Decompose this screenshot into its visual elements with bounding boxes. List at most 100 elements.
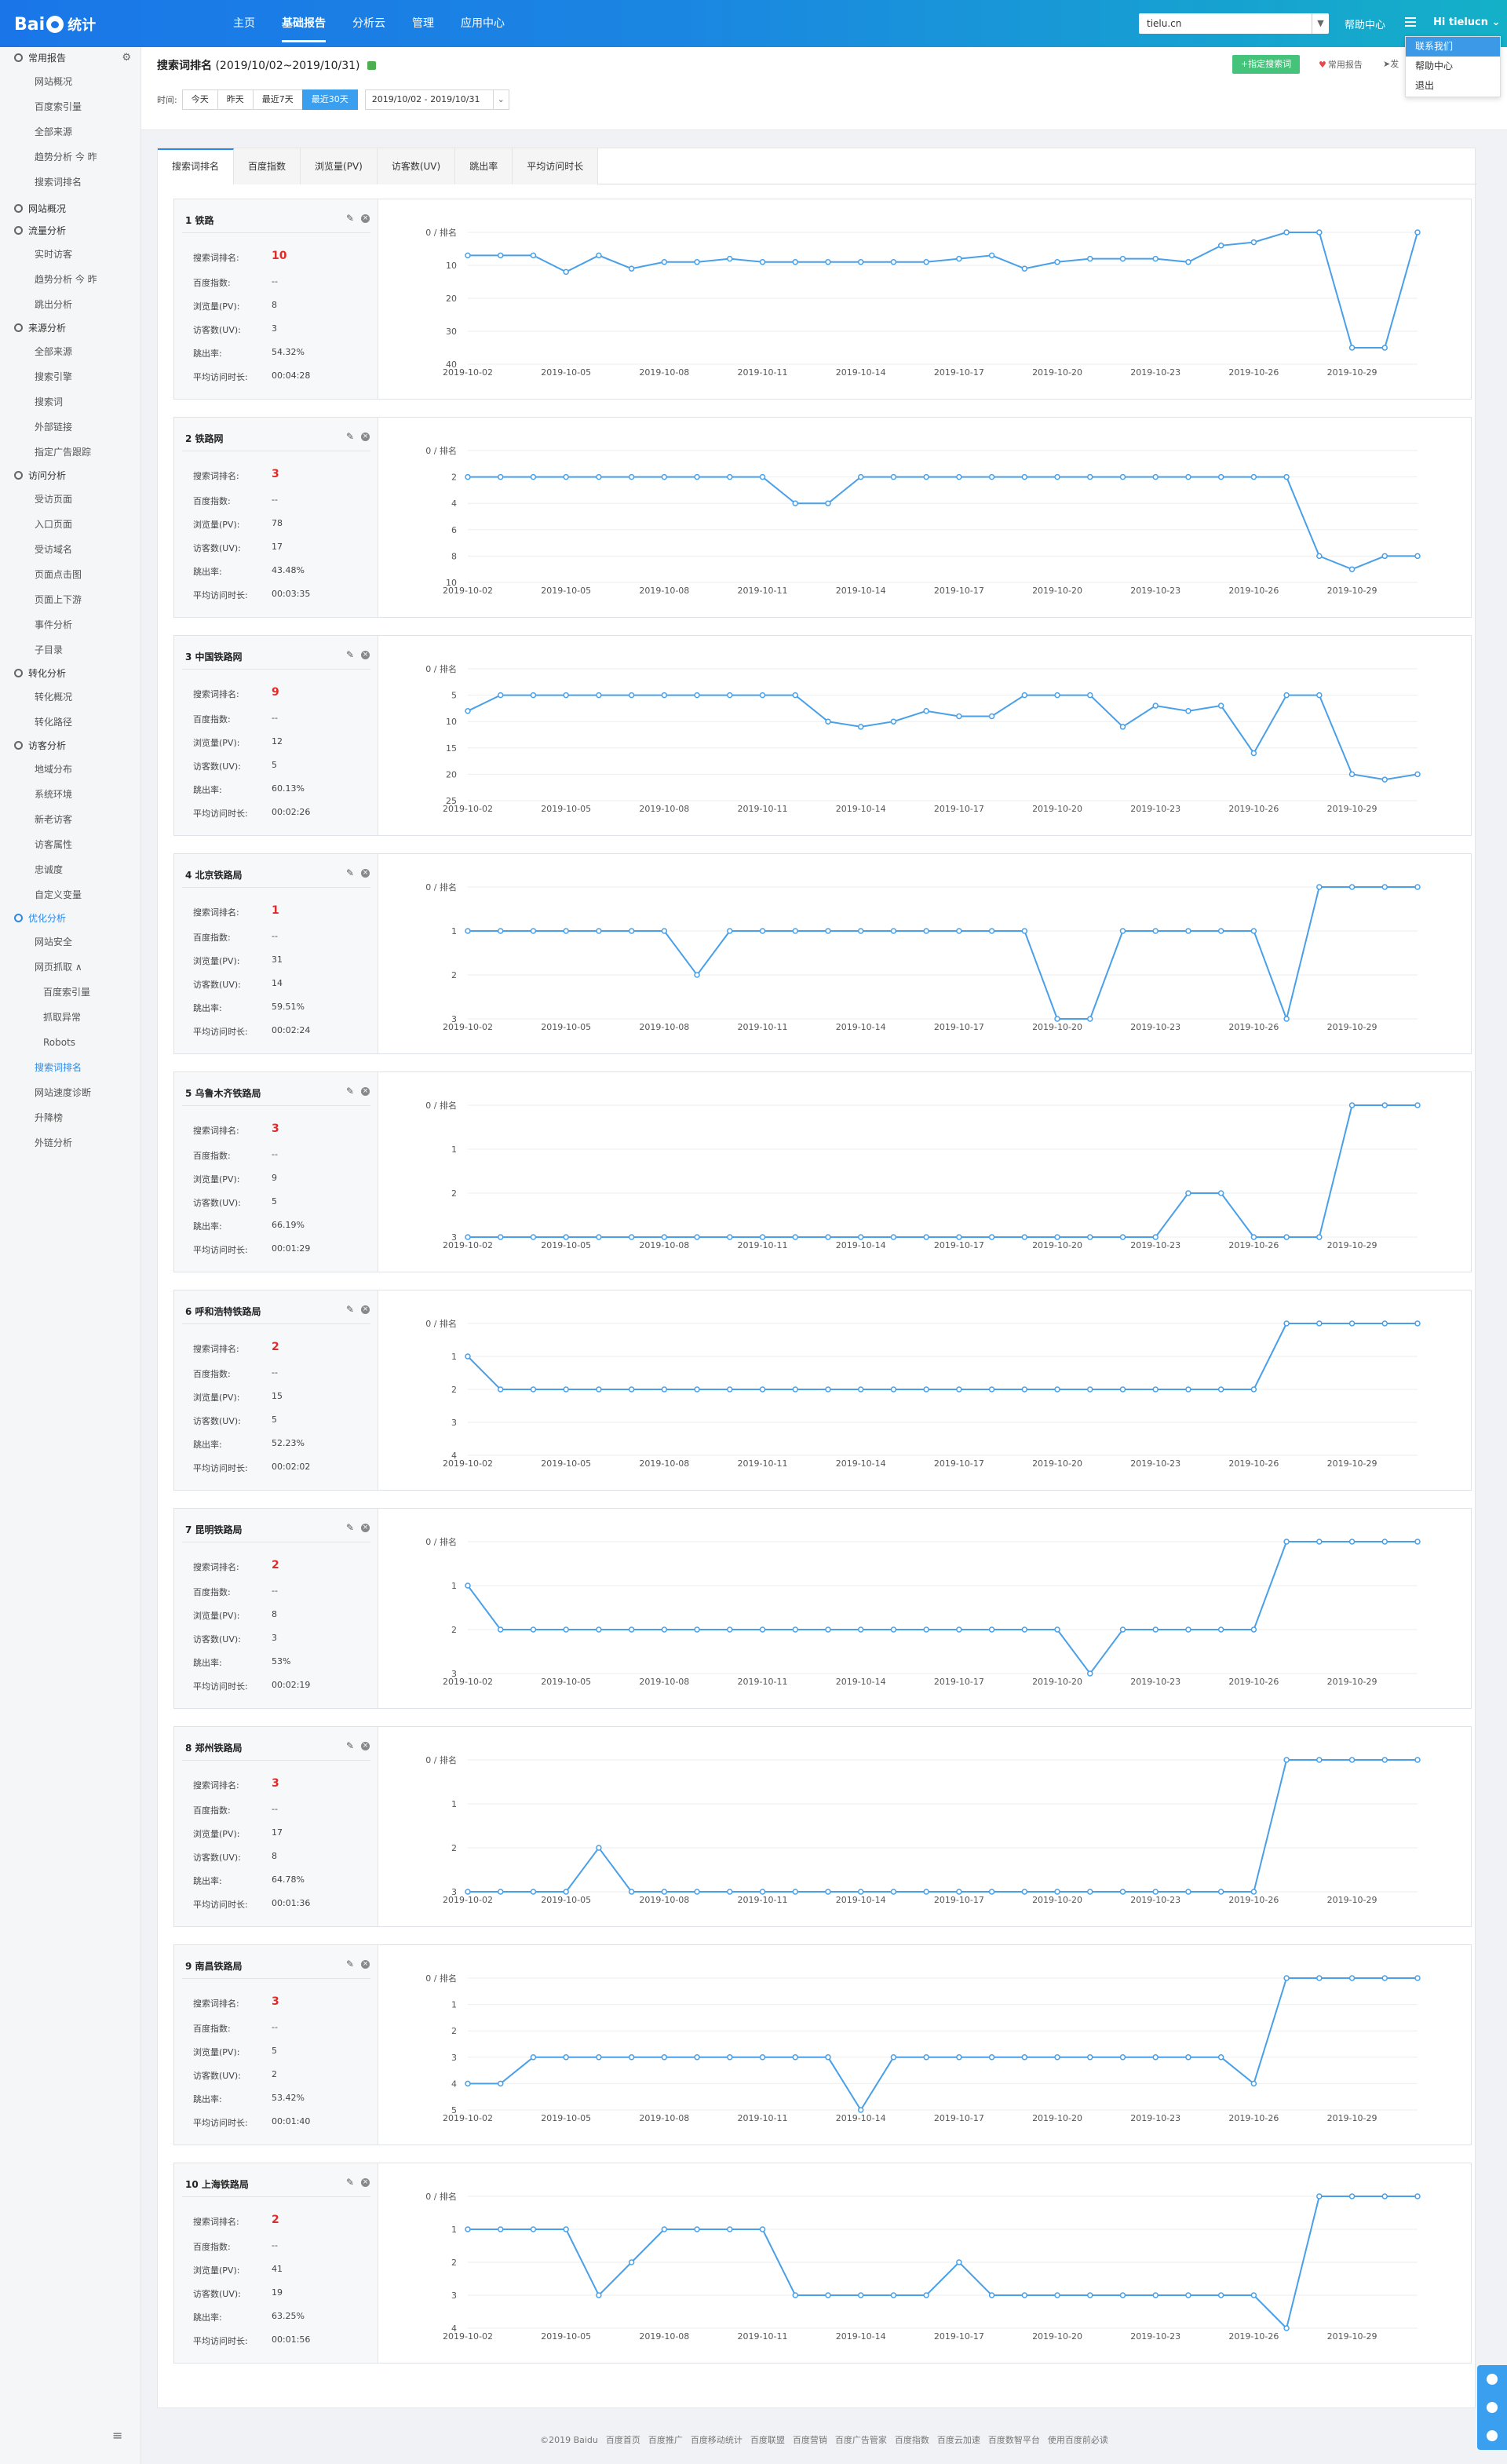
info-icon[interactable]	[367, 61, 376, 70]
close-icon[interactable]: ×	[361, 1087, 370, 1096]
edit-icon[interactable]: ✎	[346, 431, 355, 442]
edit-icon[interactable]: ✎	[346, 2177, 355, 2188]
collapse-sidebar-icon[interactable]: ≡	[112, 2428, 123, 2443]
footer-link[interactable]: 百度营销	[792, 2435, 827, 2445]
gear-icon[interactable]: ⚙	[122, 52, 131, 64]
tab-1[interactable]: 百度指数	[234, 148, 301, 184]
edit-icon[interactable]: ✎	[346, 213, 355, 224]
sidebar-item[interactable]: 网站速度诊断	[35, 1087, 92, 1098]
footer-link[interactable]: 百度广告管家	[834, 2435, 887, 2445]
baidu-tongji-logo[interactable]: Bai 统计	[14, 13, 96, 35]
footer-link[interactable]: 百度首页	[605, 2435, 640, 2445]
sidebar-item[interactable]: 网站安全	[35, 936, 73, 947]
date-range-picker[interactable]: 2019/10/02 - 2019/10/31 ⌄	[364, 89, 509, 110]
nav-item-4[interactable]: 应用中心	[461, 17, 505, 30]
sidebar-group-0[interactable]: 常用报告 ⚙	[0, 47, 140, 69]
sidebar-item[interactable]: 外部链接	[35, 422, 73, 433]
time-button-2[interactable]: 最近7天	[252, 89, 303, 110]
tab-3[interactable]: 访客数(UV)	[377, 148, 456, 184]
send-report-link[interactable]: ➤发	[1383, 57, 1399, 70]
footer-link[interactable]: 百度联盟	[750, 2435, 785, 2445]
footer-link[interactable]: 百度移动统计	[690, 2435, 743, 2445]
close-icon[interactable]: ×	[361, 1305, 370, 1314]
add-keyword-button[interactable]: +指定搜索词	[1232, 55, 1300, 74]
footer-link[interactable]: 百度推广	[648, 2435, 683, 2445]
sidebar-item[interactable]: 指定广告跟踪	[35, 447, 92, 458]
edit-icon[interactable]: ✎	[346, 867, 355, 878]
tab-5[interactable]: 平均访问时长	[513, 148, 599, 184]
nav-item-1[interactable]: 基础报告	[268, 0, 339, 47]
sidebar-item[interactable]: 自定义变量	[35, 889, 82, 900]
chevron-down-icon[interactable]: ▼	[1312, 13, 1329, 34]
edit-icon[interactable]: ✎	[346, 1304, 355, 1315]
sidebar-item[interactable]: 新老访客	[35, 814, 73, 825]
sidebar-item[interactable]: 百度索引量	[35, 101, 82, 112]
sidebar-item[interactable]: 抓取异常	[43, 1012, 82, 1023]
edit-icon[interactable]: ✎	[346, 1522, 355, 1533]
sidebar-item[interactable]: 受访页面	[35, 494, 73, 505]
sidebar-item[interactable]: 页面上下游	[35, 594, 82, 605]
close-icon[interactable]: ×	[361, 869, 370, 878]
edit-icon[interactable]: ✎	[346, 649, 355, 660]
close-icon[interactable]: ×	[361, 214, 370, 223]
footer-link[interactable]: 百度云加速	[936, 2435, 980, 2445]
sidebar-item[interactable]: 跳出分析	[35, 299, 73, 310]
sidebar-item[interactable]: 转化概况	[35, 692, 73, 703]
sidebar-group-1[interactable]: 网站概况	[0, 198, 140, 220]
sidebar-item[interactable]: 趋势分析 今 昨	[35, 274, 97, 285]
dropdown-item-1[interactable]: 帮助中心	[1415, 60, 1454, 71]
sidebar-item[interactable]: Robots	[43, 1037, 76, 1048]
sidebar-item[interactable]: 趋势分析 今 昨	[35, 151, 97, 162]
edit-icon[interactable]: ✎	[346, 1740, 355, 1751]
help-center-link[interactable]: 帮助中心	[1345, 20, 1386, 31]
sidebar-item[interactable]: 搜索词	[35, 396, 64, 407]
close-icon[interactable]: ×	[361, 2178, 370, 2187]
sidebar-item[interactable]: 事件分析	[35, 619, 73, 630]
sidebar-item[interactable]: 升降榜	[35, 1112, 64, 1123]
time-button-3[interactable]: 最近30天	[301, 89, 358, 110]
tab-4[interactable]: 跳出率	[455, 148, 513, 184]
time-button-0[interactable]: 今天	[181, 89, 218, 110]
user-menu[interactable]: Hi tielucn ⌄	[1433, 16, 1500, 28]
service-icon[interactable]	[1477, 2393, 1507, 2422]
close-icon[interactable]: ×	[361, 1524, 370, 1532]
footer-link[interactable]: 百度数智平台	[987, 2435, 1040, 2445]
close-icon[interactable]: ×	[361, 651, 370, 659]
sidebar-item[interactable]: 页面点击图	[35, 569, 82, 580]
sidebar-item[interactable]: 入口页面	[35, 519, 73, 530]
favorite-report-link[interactable]: ♥ 常用报告	[1319, 58, 1363, 71]
sidebar-item[interactable]: 网站概况	[35, 76, 73, 87]
sidebar-item[interactable]: 忠诚度	[35, 864, 64, 875]
sidebar-group-4[interactable]: 访问分析	[0, 465, 140, 487]
sidebar-item[interactable]: 全部来源	[35, 126, 73, 137]
close-icon[interactable]: ×	[361, 1742, 370, 1750]
sidebar-item[interactable]: 百度索引量	[43, 987, 91, 998]
edit-icon[interactable]: ✎	[346, 1958, 355, 1969]
sidebar-item[interactable]: 搜索词排名	[35, 1062, 82, 1073]
close-icon[interactable]: ×	[361, 433, 370, 441]
sidebar-group-2[interactable]: 流量分析	[0, 220, 140, 242]
sidebar-item[interactable]: 搜索词排名	[35, 177, 82, 188]
time-button-1[interactable]: 昨天	[217, 89, 254, 110]
sidebar-group-6[interactable]: 访客分析	[0, 735, 140, 757]
sidebar-group-5[interactable]: 转化分析	[0, 663, 140, 684]
sidebar-group-3[interactable]: 来源分析	[0, 317, 140, 339]
close-icon[interactable]: ×	[361, 1960, 370, 1969]
footer-link[interactable]: 使用百度前必读	[1047, 2435, 1108, 2445]
nav-item-3[interactable]: 管理	[412, 17, 434, 30]
sidebar-item[interactable]: 搜索引擎	[35, 371, 73, 382]
sidebar-item[interactable]: 受访域名	[35, 544, 73, 555]
sidebar-item[interactable]: 访客属性	[35, 839, 73, 850]
dropdown-item-0[interactable]: 联系我们	[1406, 37, 1500, 57]
site-select[interactable]: tielu.cn ▼	[1139, 13, 1329, 34]
sidebar-item[interactable]: 外链分析	[35, 1137, 73, 1148]
sidebar-item[interactable]: 全部来源	[35, 346, 73, 357]
footer-link[interactable]: 百度指数	[894, 2435, 929, 2445]
nav-item-2[interactable]: 分析云	[352, 17, 385, 30]
sidebar-item[interactable]: 系统环境	[35, 789, 73, 800]
tab-0[interactable]: 搜索词排名	[158, 148, 235, 184]
feedback-icon[interactable]	[1477, 2365, 1507, 2393]
menu-icon[interactable]	[1405, 17, 1416, 28]
sidebar-item[interactable]: 网页抓取 ∧	[35, 962, 82, 973]
edit-icon[interactable]: ✎	[346, 1086, 355, 1097]
